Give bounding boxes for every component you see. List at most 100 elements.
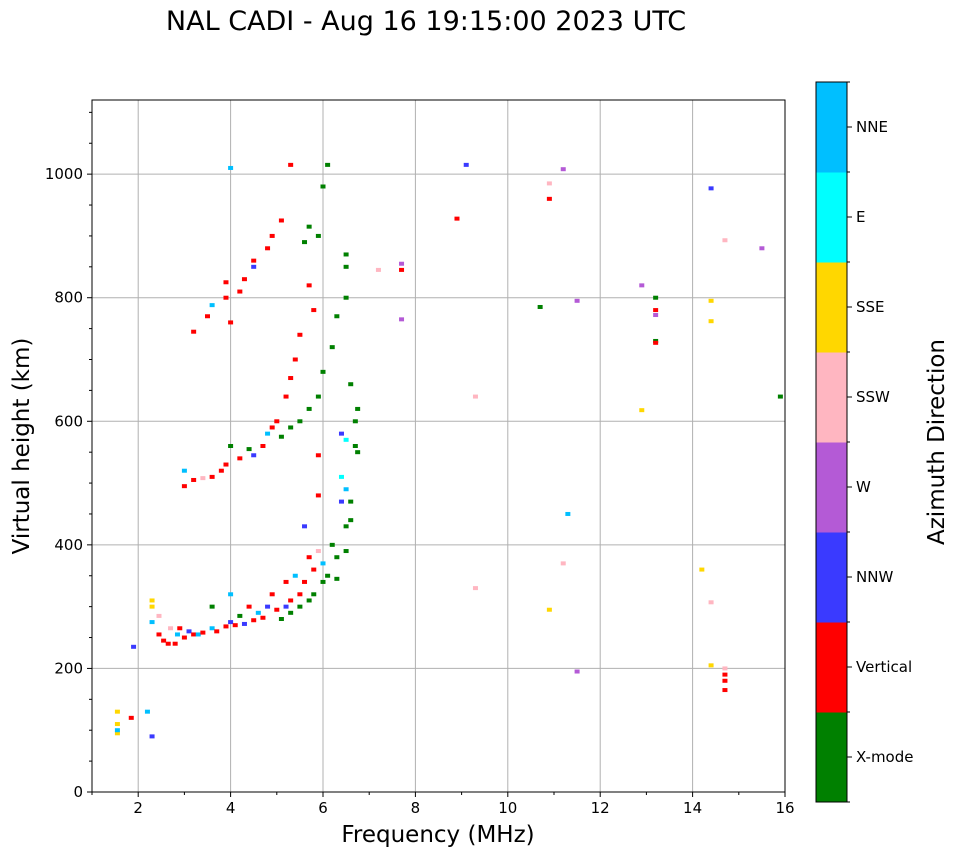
data-point-ssw bbox=[200, 476, 206, 481]
data-point-vertical bbox=[722, 672, 728, 677]
data-point-w bbox=[653, 313, 659, 318]
data-point-x-mode bbox=[288, 425, 294, 430]
colorbar-tick-label: X-mode bbox=[856, 748, 913, 766]
data-point-vertical bbox=[223, 280, 229, 285]
data-point-x-mode bbox=[306, 598, 312, 603]
data-point-vertical bbox=[269, 592, 275, 597]
data-point-x-mode bbox=[343, 295, 349, 300]
data-point-x-mode bbox=[306, 224, 312, 229]
x-tick-label: 14 bbox=[683, 799, 702, 817]
data-point-vertical bbox=[251, 618, 257, 623]
data-point-nne bbox=[228, 592, 234, 597]
data-point-vertical bbox=[265, 246, 271, 251]
data-point-nne bbox=[195, 632, 201, 637]
data-point-x-mode bbox=[334, 555, 340, 560]
data-point-x-mode bbox=[334, 576, 340, 581]
data-point-x-mode bbox=[348, 499, 354, 504]
data-point-w bbox=[399, 317, 405, 322]
data-point-nne bbox=[174, 632, 180, 637]
data-point-vertical bbox=[288, 162, 294, 167]
data-point-ssw bbox=[472, 394, 478, 399]
data-point-x-mode bbox=[278, 434, 284, 439]
data-point-vertical bbox=[722, 688, 728, 693]
colorbar-swatch bbox=[816, 352, 847, 443]
data-point-nnw bbox=[708, 186, 714, 191]
data-point-e bbox=[338, 474, 344, 479]
data-point-nne bbox=[144, 709, 150, 714]
data-point-nnw bbox=[338, 499, 344, 504]
data-point-x-mode bbox=[297, 604, 303, 609]
data-point-x-mode bbox=[325, 162, 331, 167]
data-point-nne bbox=[209, 626, 215, 631]
data-point-vertical bbox=[223, 624, 229, 629]
data-point-vertical bbox=[191, 477, 197, 482]
data-point-x-mode bbox=[325, 573, 331, 578]
data-point-x-mode bbox=[355, 450, 361, 455]
data-point-nnw bbox=[241, 621, 247, 626]
data-point-nnw bbox=[265, 604, 271, 609]
data-point-nnw bbox=[283, 604, 289, 609]
y-tick-label: 600 bbox=[54, 412, 83, 430]
colorbar-swatch bbox=[816, 262, 847, 353]
colorbar-frame bbox=[815, 81, 848, 803]
grid bbox=[92, 100, 786, 793]
data-point-sse bbox=[708, 319, 714, 324]
data-point-sse bbox=[114, 709, 120, 714]
data-point-vertical bbox=[200, 630, 206, 635]
data-point-x-mode bbox=[288, 610, 294, 615]
colorbar-tick-label: SSW bbox=[856, 388, 890, 406]
data-point-nnw bbox=[302, 524, 308, 529]
data-point-vertical bbox=[283, 579, 289, 584]
data-point-vertical bbox=[172, 641, 178, 646]
data-point-vertical bbox=[283, 394, 289, 399]
data-point-vertical bbox=[191, 329, 197, 334]
y-axis-label: Virtual height (km) bbox=[9, 338, 35, 555]
data-point-sse bbox=[149, 604, 155, 609]
data-point-sse bbox=[708, 663, 714, 668]
data-point-vertical bbox=[223, 462, 229, 467]
plot-frame bbox=[91, 99, 786, 793]
data-point-vertical bbox=[315, 453, 321, 458]
colorbar-swatch bbox=[816, 82, 847, 173]
data-point-vertical bbox=[209, 474, 215, 479]
data-point-nnw bbox=[131, 644, 137, 649]
data-point-ssw bbox=[722, 666, 728, 671]
data-point-vertical bbox=[246, 604, 252, 609]
data-point-x-mode bbox=[297, 419, 303, 424]
data-point-vertical bbox=[306, 555, 312, 560]
data-point-nnw bbox=[463, 162, 469, 167]
data-point-ssw bbox=[156, 613, 162, 618]
data-point-x-mode bbox=[348, 518, 354, 523]
x-tick-label: 12 bbox=[591, 799, 610, 817]
data-point-nne bbox=[181, 468, 187, 473]
data-point-nne bbox=[209, 303, 215, 308]
data-point-x-mode bbox=[343, 252, 349, 257]
colorbar-tick-label: NNE bbox=[856, 118, 888, 136]
data-point-sse bbox=[149, 598, 155, 603]
data-point-x-mode bbox=[320, 579, 326, 584]
data-point-vertical bbox=[302, 579, 308, 584]
data-point-vertical bbox=[237, 456, 243, 461]
data-point-x-mode bbox=[348, 382, 354, 387]
data-point-vertical bbox=[177, 626, 183, 631]
colorbar-swatch bbox=[816, 712, 847, 803]
y-tick-label: 200 bbox=[54, 659, 83, 677]
data-point-vertical bbox=[288, 598, 294, 603]
data-point-vertical bbox=[274, 419, 280, 424]
data-point-sse bbox=[114, 731, 120, 736]
x-tick-label: 8 bbox=[411, 799, 421, 817]
data-point-vertical bbox=[297, 592, 303, 597]
data-point-vertical bbox=[278, 218, 284, 223]
data-point-vertical bbox=[292, 357, 298, 362]
data-point-vertical bbox=[228, 320, 234, 325]
data-point-nnw bbox=[251, 264, 257, 269]
data-point-w bbox=[759, 246, 765, 251]
data-point-nnw bbox=[251, 453, 257, 458]
data-point-sse bbox=[699, 567, 705, 572]
data-point-vertical bbox=[223, 295, 229, 300]
colorbar: X-mode Vertical NNW W SSW SSE E NNE bbox=[815, 81, 913, 803]
data-point-x-mode bbox=[777, 394, 783, 399]
data-point-vertical bbox=[181, 635, 187, 640]
data-point-x-mode bbox=[352, 444, 358, 448]
